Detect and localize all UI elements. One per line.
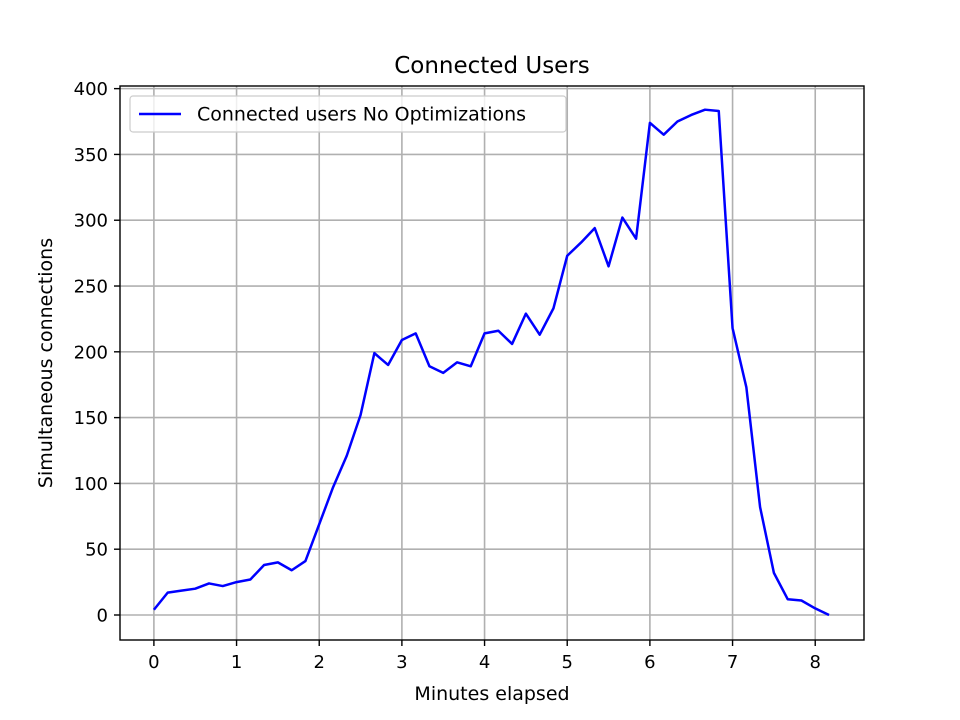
x-tick-label: 1	[231, 652, 242, 673]
x-tick-label: 4	[479, 652, 490, 673]
y-tick-label: 250	[74, 277, 108, 298]
x-tick-label: 2	[314, 652, 325, 673]
x-tick-label: 3	[396, 652, 407, 673]
y-tick-label: 100	[74, 474, 108, 495]
y-tick-label: 200	[74, 342, 108, 363]
grid-lines	[120, 86, 864, 640]
x-axis-label: Minutes elapsed	[414, 683, 569, 705]
x-tick-label: 7	[727, 652, 738, 673]
y-tick-label: 300	[74, 211, 108, 232]
plot-area-frame	[119, 85, 865, 641]
axis-ticks: 0 1 2 3 4 5 6 7 8 0 50 100 150 200 250 300 350 400	[74, 79, 821, 673]
legend-label: Connected users No Optimizations	[197, 104, 526, 126]
y-tick-label: 0	[97, 605, 108, 626]
y-tick-label: 350	[74, 145, 108, 166]
legend: Connected users No Optimizations	[129, 95, 567, 133]
legend-box	[129, 95, 567, 133]
y-axis-label: Simultaneous connections	[35, 238, 57, 488]
y-tick-label: 150	[74, 408, 108, 429]
x-tick-label: 0	[148, 652, 159, 673]
y-tick-label: 50	[85, 540, 108, 561]
y-tick-label: 400	[74, 79, 108, 100]
chart-title: Connected Users	[394, 53, 590, 79]
series-line	[152, 108, 830, 617]
x-tick-label: 8	[810, 652, 821, 673]
x-tick-label: 5	[562, 652, 573, 673]
series-layer	[152, 108, 830, 617]
x-tick-label: 6	[644, 652, 655, 673]
